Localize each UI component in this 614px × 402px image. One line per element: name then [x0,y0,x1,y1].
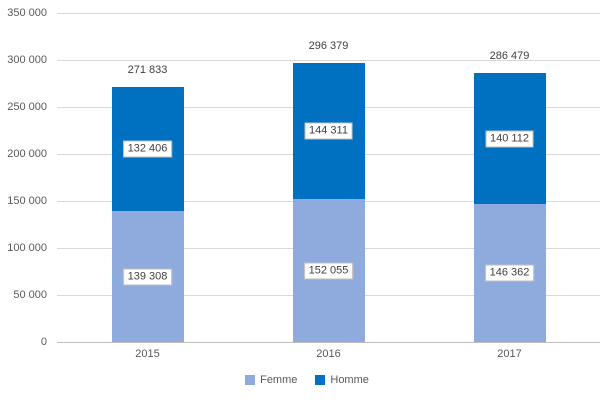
y-axis-tick-label: 100 000 [7,242,47,254]
y-axis-tick-label: 250 000 [7,101,47,113]
legend-label-femme: Femme [260,374,298,386]
data-label-2017-femme: 146 362 [484,264,535,282]
y-axis-tick-label: 200 000 [7,148,47,160]
total-label-2016: 296 379 [308,40,349,53]
x-axis-tick-label-2015: 2015 [135,348,160,360]
data-label-2016-femme: 152 055 [303,262,354,280]
y-axis-tick-label: 50 000 [13,289,47,301]
y-axis-tick-label: 350 000 [7,7,47,19]
legend-label-homme: Homme [330,374,369,386]
data-label-2017-homme: 140 112 [485,130,534,148]
total-label-2017: 286 479 [489,49,530,62]
total-label-2015: 271 833 [127,63,168,76]
gridline [57,13,600,14]
legend-swatch-femme-icon [245,375,256,385]
y-axis-tick-label: 300 000 [7,54,47,66]
legend-swatch-homme-icon [315,375,326,385]
y-axis-tick-label: 0 [40,336,47,348]
data-label-2016-homme: 144 311 [304,122,353,140]
gridline [57,60,600,61]
legend-item-femme[interactable]: Femme [245,374,297,386]
data-label-2015-femme: 139 308 [122,268,173,286]
legend: Femme Homme [0,373,614,387]
y-axis-tick-label: 150 000 [7,195,47,207]
legend-item-homme[interactable]: Homme [315,374,369,386]
x-axis-line [57,342,600,343]
x-axis-tick-label-2017: 2017 [497,348,522,360]
data-label-2015-homme: 132 406 [122,140,173,158]
x-axis-tick-label-2016: 2016 [316,348,341,360]
